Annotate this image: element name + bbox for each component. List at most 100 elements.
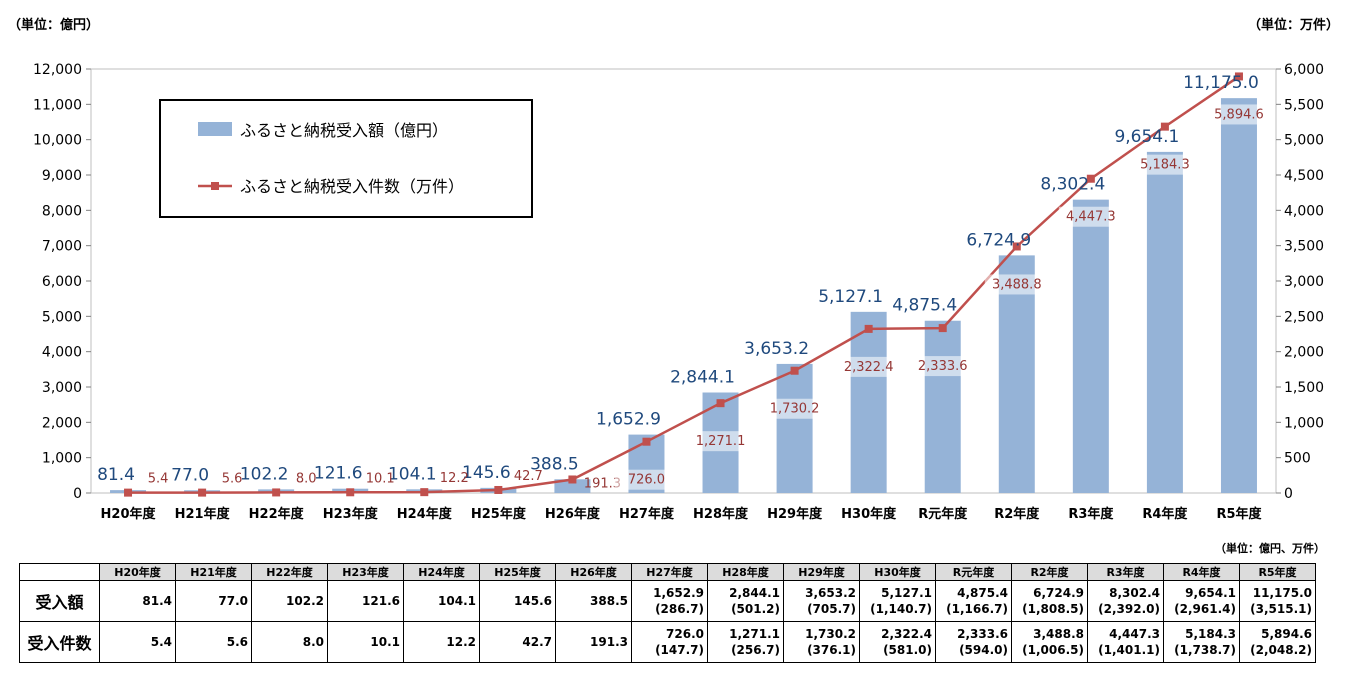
table-cell: 81.4 — [99, 580, 176, 622]
bar-R5年度 — [1220, 98, 1257, 494]
table-cell-value: 9,654.1 — [1185, 586, 1236, 600]
table-column-header: H25年度 — [479, 563, 556, 581]
left-axis-tick-label: 8,000 — [42, 203, 82, 219]
line-label-bg — [836, 356, 901, 377]
bar-value-label: 145.6 — [462, 463, 511, 483]
legend-line-marker — [211, 182, 219, 190]
x-tick-label: H24年度 — [397, 506, 453, 522]
bar-value-label: 102.2 — [240, 464, 289, 484]
left-axis-tick-label: 4,000 — [42, 345, 82, 361]
bar-value-label: 9,654.1 — [1114, 127, 1179, 147]
table-cell: 10.1 — [327, 621, 404, 663]
left-axis-tick-label: 10,000 — [33, 133, 82, 149]
table-corner — [19, 563, 100, 581]
table-header-row: H20年度 H21年度 H22年度 H23年度 H24年度 H25年度 H26年度 H27年度… — [19, 563, 1316, 581]
table-unit: （単位：億円、万件） — [1215, 542, 1325, 555]
left-axis-tick-label: 7,000 — [42, 239, 82, 255]
table-cell-value: 8.0 — [302, 635, 324, 649]
x-tick-label: H22年度 — [249, 506, 305, 522]
left-axis-tick-label: 6,000 — [42, 274, 82, 290]
bar-R3年度 — [1072, 199, 1109, 493]
table-cell: 77.0 — [175, 580, 252, 622]
left-axis-tick-label: 11,000 — [33, 97, 82, 113]
table-cell: 3,488.8 (1,006.5) — [1011, 621, 1088, 663]
table-cell: 191.3 — [555, 621, 632, 663]
bar-value-label: 388.5 — [530, 454, 579, 474]
table-cell-value: 42.7 — [522, 635, 552, 649]
x-tick-label: H26年度 — [545, 506, 601, 522]
table-row-header: 受入額 — [19, 580, 100, 622]
legend-bar-swatch — [198, 122, 232, 136]
table-column-header: R5年度 — [1239, 563, 1316, 581]
right-axis-tick-label: 3,500 — [1284, 239, 1324, 255]
left-axis-tick-label: 3,000 — [42, 380, 82, 396]
bar-value-label: 121.6 — [314, 464, 363, 484]
table-cell: 102.2 — [251, 580, 328, 622]
table-cell-subvalue: (256.7) — [731, 643, 780, 657]
table-cell: 145.6 — [479, 580, 556, 622]
line-label-bg — [688, 431, 753, 452]
left-axis-unit: （単位：億円） — [8, 18, 100, 33]
table-cell: 104.1 — [403, 580, 480, 622]
x-tick-label: H21年度 — [175, 506, 231, 522]
table-cell: 1,730.2 (376.1) — [783, 621, 860, 663]
x-tick-label: R2年度 — [994, 506, 1040, 522]
line-value-label: 5.4 — [148, 472, 169, 487]
count-marker-H24年度 — [420, 488, 429, 497]
table-cell: 5,894.6 (2,048.2) — [1239, 621, 1316, 663]
line-label-bg — [1132, 154, 1197, 175]
line-label-bg — [614, 469, 679, 490]
count-marker-R5年度 — [1234, 72, 1243, 81]
bar-H29年度 — [776, 363, 813, 493]
table-cell: 11,175.0 (3,515.1) — [1239, 580, 1316, 622]
line-value-label: 191.3 — [584, 476, 621, 491]
table-cell: 8,302.4 (2,392.0) — [1087, 580, 1164, 622]
table-cell-subvalue: (501.2) — [731, 602, 780, 616]
right-axis-tick-label: 2,000 — [1284, 345, 1324, 361]
bar-H30年度 — [850, 311, 887, 493]
count-marker-H26年度 — [568, 475, 577, 484]
bar-value-label: 6,724.9 — [966, 230, 1031, 250]
table-cell-value: 4,875.4 — [957, 586, 1008, 600]
table-cell-value: 2,844.1 — [729, 586, 780, 600]
table-cell-value: 191.3 — [590, 635, 628, 649]
table-cell-value: 3,488.8 — [1033, 627, 1084, 641]
line-label-bg — [1206, 104, 1271, 125]
bar-R4年度 — [1146, 151, 1183, 493]
x-tick-label: R3年度 — [1068, 506, 1114, 522]
table-cell: 1,271.1 (256.7) — [707, 621, 784, 663]
line-value-label: 5.6 — [222, 472, 243, 487]
x-tick-label: H29年度 — [767, 506, 823, 522]
count-marker-H28年度 — [716, 399, 725, 408]
count-marker-R元年度 — [938, 324, 947, 333]
right-axis-tick-label: 4,500 — [1284, 168, 1324, 184]
table-cell-value: 5.4 — [150, 635, 172, 649]
line-value-label: 2,322.4 — [844, 360, 894, 375]
table-cell-subvalue: (376.1) — [807, 643, 856, 657]
table-row: 受入額 81.4 77.0 102.2 121.6 104.1 145.6 388.5 1,65… — [19, 580, 1316, 622]
bar-value-label: 5,127.1 — [818, 287, 883, 307]
table-cell-subvalue: (581.0) — [883, 643, 932, 657]
bar-value-label: 81.4 — [97, 465, 135, 485]
table-column-header: H27年度 — [631, 563, 708, 581]
count-marker-H20年度 — [124, 488, 133, 497]
table-cell: 9,654.1 (2,961.4) — [1163, 580, 1240, 622]
table-cell-subvalue: (705.7) — [807, 602, 856, 616]
table-cell: 42.7 — [479, 621, 556, 663]
table-cell: 12.2 — [403, 621, 480, 663]
table-cell-subvalue: (1,166.7) — [946, 602, 1008, 616]
count-line — [128, 75, 1240, 494]
right-axis-tick-label: 1,000 — [1284, 415, 1324, 431]
table-cell: 8.0 — [251, 621, 328, 663]
x-tick-label: H30年度 — [841, 506, 897, 522]
line-value-label: 4,447.3 — [1066, 210, 1116, 225]
table-cell: 2,844.1 (501.2) — [707, 580, 784, 622]
bar-value-label: 4,875.4 — [892, 296, 957, 316]
count-marker-R4年度 — [1160, 122, 1169, 131]
table-cell: 388.5 — [555, 580, 632, 622]
table-cell-value: 2,333.6 — [957, 627, 1008, 641]
table-column-header: R4年度 — [1163, 563, 1240, 581]
right-axis-tick-label: 3,000 — [1284, 274, 1324, 290]
table-cell-value: 1,652.9 — [653, 586, 704, 600]
left-axis-tick-label: 5,000 — [42, 309, 82, 325]
